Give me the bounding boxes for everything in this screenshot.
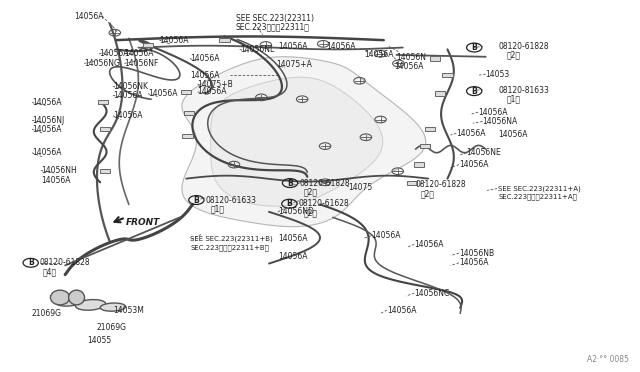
Text: 14056A: 14056A <box>478 108 508 117</box>
Text: （2）: （2） <box>420 189 435 198</box>
Text: 14056NB: 14056NB <box>459 249 494 258</box>
Text: 14056A: 14056A <box>278 234 307 243</box>
Text: 08120-61633: 08120-61633 <box>205 196 256 205</box>
Polygon shape <box>211 77 383 206</box>
Text: 14056NK: 14056NK <box>113 82 148 91</box>
Text: 14056A: 14056A <box>198 87 227 96</box>
FancyBboxPatch shape <box>413 162 424 167</box>
FancyBboxPatch shape <box>424 126 435 131</box>
Text: 14056A: 14056A <box>190 54 220 63</box>
Text: 14056A: 14056A <box>32 148 61 157</box>
Text: 14056A: 14056A <box>459 258 488 267</box>
Text: B: B <box>193 196 199 205</box>
Text: 14075: 14075 <box>349 183 373 192</box>
Text: 08120-61828: 08120-61828 <box>40 258 90 267</box>
Text: （1）: （1） <box>507 94 521 103</box>
Text: B: B <box>471 87 477 96</box>
Text: 14056A: 14056A <box>148 89 177 98</box>
Text: 14056A: 14056A <box>190 71 220 80</box>
Text: 14056A: 14056A <box>113 111 143 121</box>
FancyBboxPatch shape <box>442 73 452 77</box>
Text: 14056A: 14056A <box>278 251 307 261</box>
Text: 14056NC: 14056NC <box>414 289 449 298</box>
Text: SEC.223参図（22311+A）: SEC.223参図（22311+A） <box>499 193 577 200</box>
Text: 14053M: 14053M <box>113 306 144 315</box>
Text: B: B <box>287 179 293 187</box>
Text: 08120-61628: 08120-61628 <box>299 199 349 208</box>
FancyBboxPatch shape <box>184 111 195 115</box>
Ellipse shape <box>100 303 125 311</box>
Text: 14056A: 14056A <box>459 160 488 169</box>
Text: 14056A: 14056A <box>394 61 424 71</box>
Text: 14056A: 14056A <box>159 36 189 45</box>
Text: 14056A: 14056A <box>365 51 394 60</box>
Ellipse shape <box>68 290 84 305</box>
Text: 14056NH: 14056NH <box>41 166 77 175</box>
Text: 08120-61828: 08120-61828 <box>499 42 549 51</box>
Text: 14056A: 14056A <box>75 12 104 21</box>
Text: （2）: （2） <box>304 187 318 196</box>
Text: （2）: （2） <box>507 51 521 60</box>
FancyBboxPatch shape <box>220 38 230 42</box>
Ellipse shape <box>76 299 106 310</box>
Text: SEC.223参図（22311）: SEC.223参図（22311） <box>236 22 310 31</box>
Text: 08120-61828: 08120-61828 <box>300 179 350 187</box>
FancyBboxPatch shape <box>407 181 417 185</box>
FancyBboxPatch shape <box>182 134 193 138</box>
Text: 14056A: 14056A <box>41 176 70 185</box>
Ellipse shape <box>56 296 84 306</box>
Text: 08120-81633: 08120-81633 <box>499 86 549 94</box>
Text: 14056NL: 14056NL <box>240 45 274 54</box>
FancyBboxPatch shape <box>100 126 109 131</box>
Text: 14056N: 14056N <box>396 53 426 62</box>
Text: 14056A: 14056A <box>414 240 444 249</box>
Text: A2·°° 0085: A2·°° 0085 <box>587 355 629 364</box>
FancyBboxPatch shape <box>181 90 191 94</box>
Text: FRONT: FRONT <box>126 218 161 227</box>
FancyBboxPatch shape <box>99 100 108 104</box>
Text: 21069G: 21069G <box>97 323 127 331</box>
Text: 14056A: 14056A <box>456 129 486 138</box>
Text: SEE SEC.223(22311): SEE SEC.223(22311) <box>236 13 314 22</box>
Text: 14056NJ: 14056NJ <box>32 116 64 125</box>
Text: B: B <box>28 258 33 267</box>
Text: 14075+B: 14075+B <box>198 80 234 89</box>
Text: 14055: 14055 <box>88 336 111 345</box>
Text: SEE SEC.223(22311+A): SEE SEC.223(22311+A) <box>499 185 581 192</box>
Text: B: B <box>287 199 292 208</box>
Text: 14056A: 14056A <box>113 91 143 100</box>
Text: 14056A: 14056A <box>278 42 307 51</box>
Text: 14053: 14053 <box>486 70 510 78</box>
Text: 14056A: 14056A <box>326 42 356 51</box>
FancyBboxPatch shape <box>429 57 440 61</box>
Text: 14056NA: 14056NA <box>483 117 518 126</box>
Text: 14056NF: 14056NF <box>124 59 159 68</box>
Text: 14056NG: 14056NG <box>84 59 120 68</box>
Ellipse shape <box>51 290 70 305</box>
Text: SEC.223参図（22311+B）: SEC.223参図（22311+B） <box>190 244 269 251</box>
Text: 08120-61828: 08120-61828 <box>415 180 466 189</box>
Text: 14056A: 14056A <box>371 231 401 240</box>
Text: 14056A: 14056A <box>32 98 61 107</box>
Text: 14075+A: 14075+A <box>276 60 312 70</box>
Text: （4）: （4） <box>43 267 57 276</box>
Text: 21069G: 21069G <box>32 309 62 318</box>
FancyBboxPatch shape <box>143 43 153 47</box>
Text: （1）: （1） <box>211 204 225 214</box>
Text: 14056A: 14056A <box>387 305 417 315</box>
Text: 14056A: 14056A <box>124 49 154 58</box>
FancyBboxPatch shape <box>420 144 430 148</box>
FancyBboxPatch shape <box>100 169 109 173</box>
FancyBboxPatch shape <box>435 92 445 96</box>
Text: 14056A: 14056A <box>32 125 61 134</box>
Text: 14056A: 14056A <box>499 130 528 139</box>
Polygon shape <box>182 57 426 227</box>
Text: （2）: （2） <box>303 208 317 217</box>
Text: 14056NE: 14056NE <box>467 148 501 157</box>
Text: 14056ND: 14056ND <box>278 207 314 217</box>
Text: 14056A: 14056A <box>99 49 129 58</box>
Text: SEE SEC.223(22311+B): SEE SEC.223(22311+B) <box>190 236 273 243</box>
Text: B: B <box>471 43 477 52</box>
